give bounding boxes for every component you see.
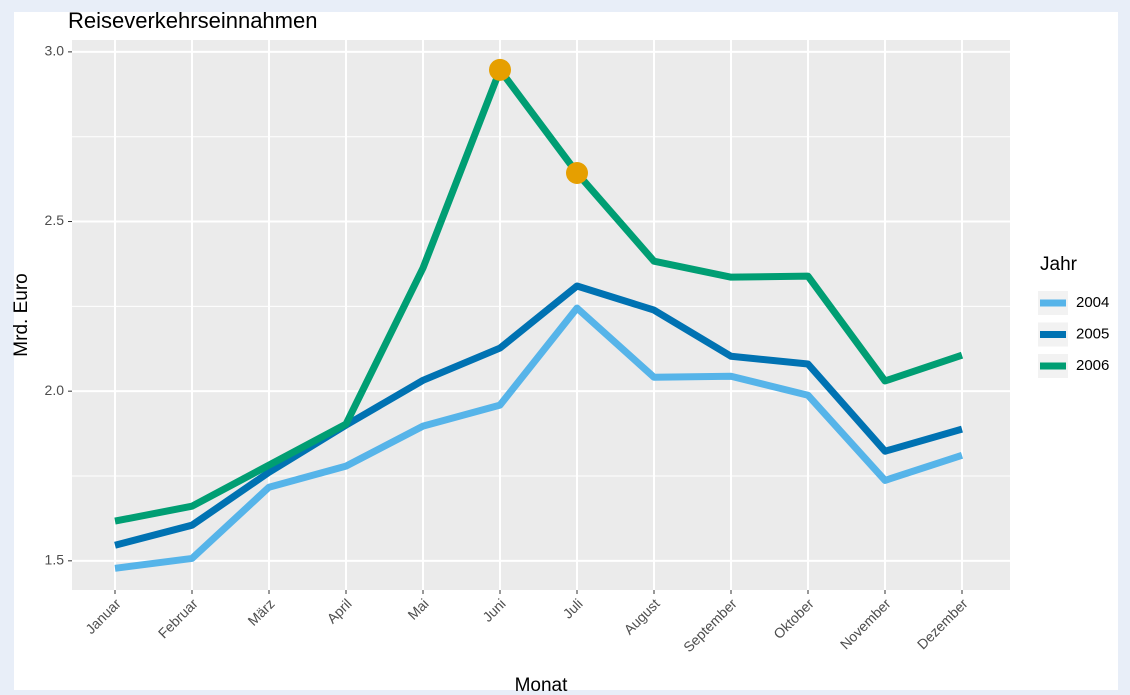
y-tick-label: 1.5 bbox=[45, 552, 65, 568]
chart-title: Reiseverkehrseinnahmen bbox=[68, 8, 317, 33]
y-axis-label: Mrd. Euro bbox=[11, 273, 32, 356]
highlight-point bbox=[489, 58, 511, 81]
legend-label: 2004 bbox=[1076, 294, 1109, 311]
x-axis-label: Monat bbox=[515, 675, 569, 695]
y-tick-label: 3.0 bbox=[45, 43, 65, 59]
y-tick-label: 2.0 bbox=[45, 382, 65, 398]
legend-title: Jahr bbox=[1040, 254, 1078, 275]
y-tick-label: 2.5 bbox=[45, 212, 65, 228]
legend-label: 2006 bbox=[1076, 357, 1109, 374]
series-line bbox=[114, 304, 964, 572]
series-line bbox=[114, 282, 963, 549]
series-line bbox=[114, 66, 964, 525]
legend-label: 2005 bbox=[1076, 325, 1109, 342]
highlight-point bbox=[566, 162, 588, 185]
